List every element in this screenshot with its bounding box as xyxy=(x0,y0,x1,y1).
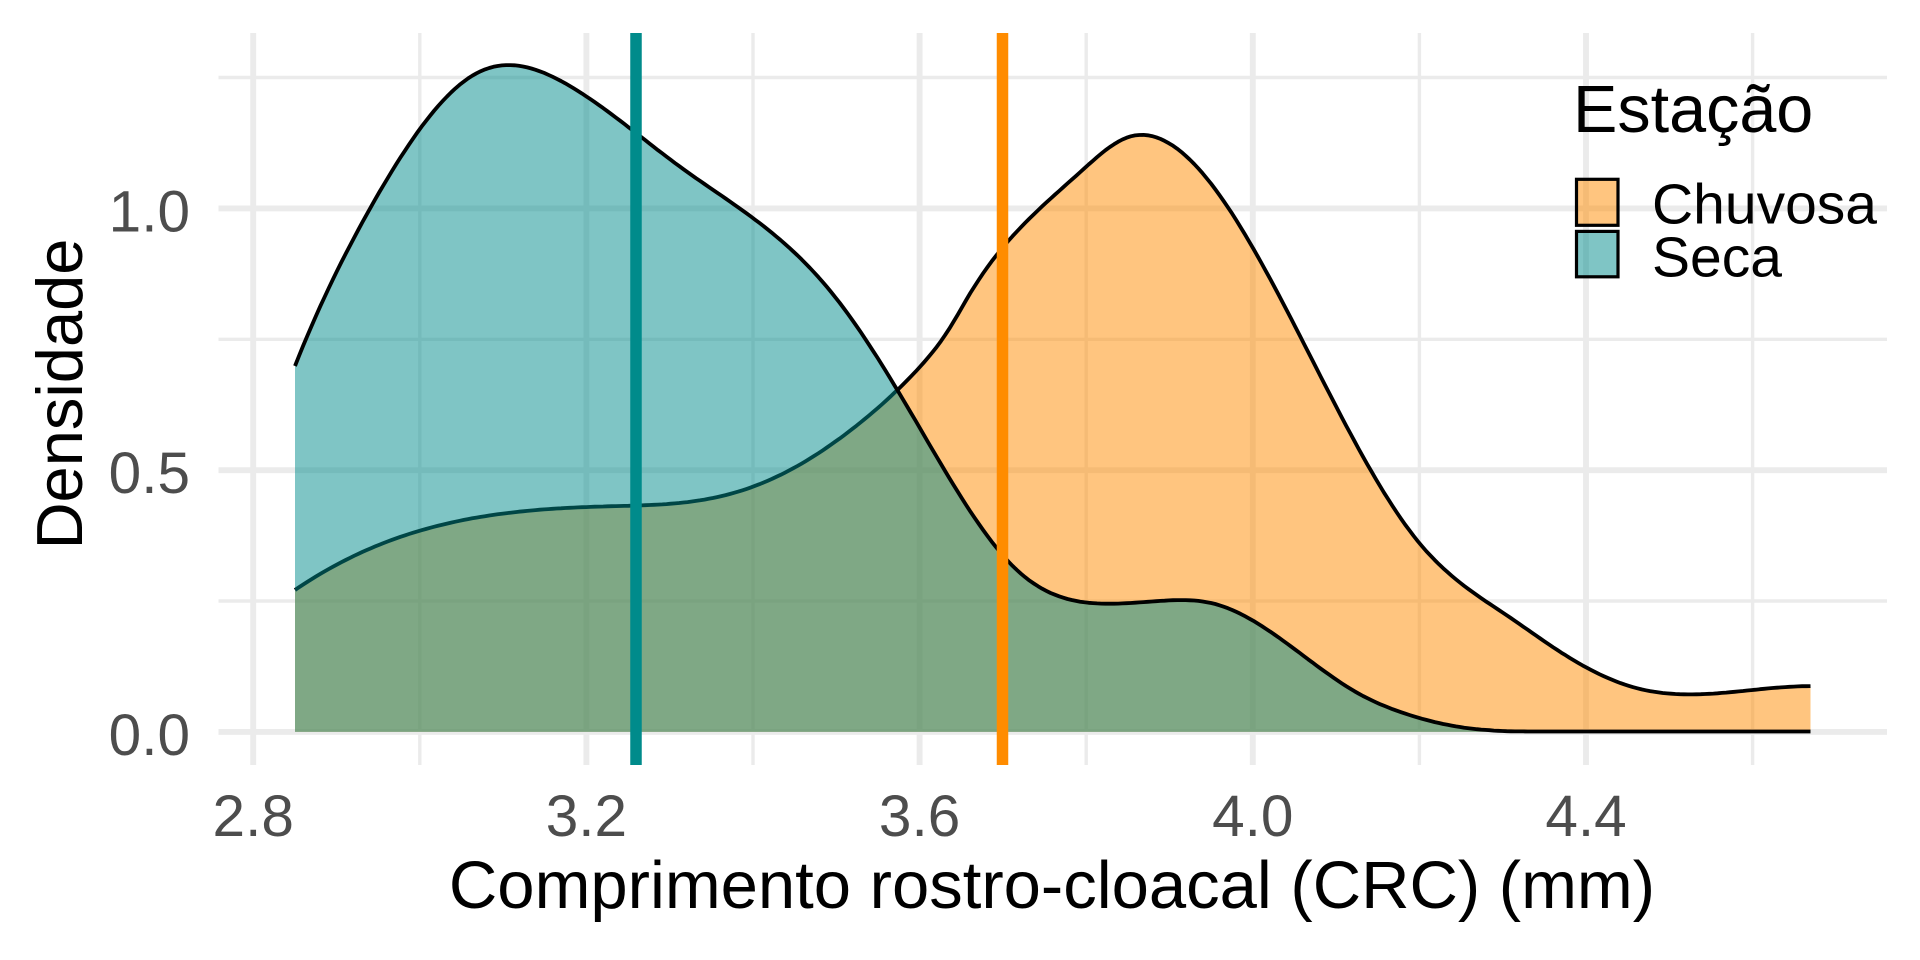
svg-text:1.0: 1.0 xyxy=(109,179,190,244)
svg-text:Densidade: Densidade xyxy=(23,239,96,550)
svg-text:2.8: 2.8 xyxy=(213,784,294,849)
svg-text:Chuvosa: Chuvosa xyxy=(1652,173,1877,237)
svg-text:Comprimento rostro-cloacal (CR: Comprimento rostro-cloacal (CRC) (mm) xyxy=(449,848,1655,923)
svg-text:Seca: Seca xyxy=(1652,226,1782,290)
svg-text:3.2: 3.2 xyxy=(546,784,627,849)
svg-text:0.0: 0.0 xyxy=(109,703,190,768)
svg-text:3.6: 3.6 xyxy=(879,784,960,849)
svg-text:4.0: 4.0 xyxy=(1212,784,1293,849)
svg-text:4.4: 4.4 xyxy=(1545,784,1626,849)
svg-text:Estação: Estação xyxy=(1573,73,1813,147)
svg-text:0.5: 0.5 xyxy=(109,441,190,506)
